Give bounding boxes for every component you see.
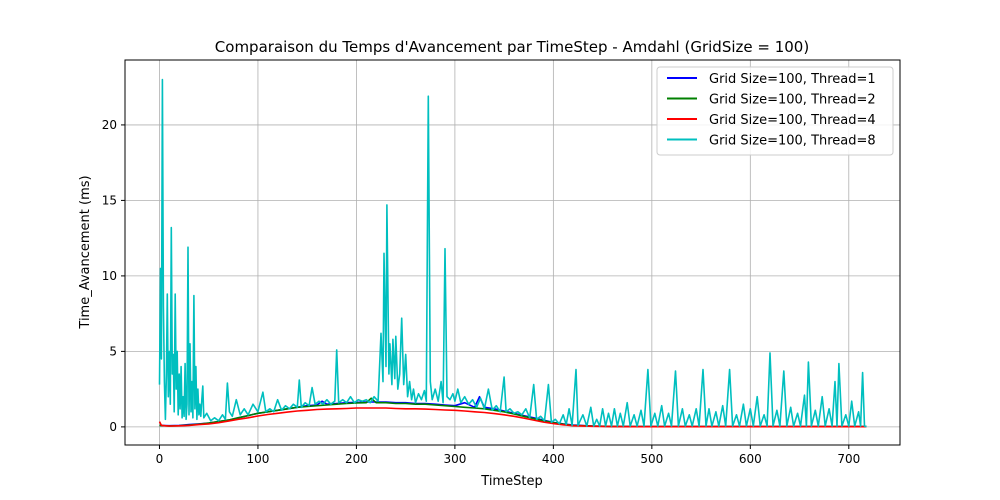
x-tick-label: 600 [739, 452, 762, 466]
axes-frame [124, 59, 901, 446]
y-tick-label: 0 [109, 420, 117, 434]
x-axis-label: TimeStep [480, 474, 542, 489]
legend-label: Grid Size=100, Thread=2 [709, 93, 876, 108]
y-tick-label: 10 [102, 269, 117, 283]
chart-title: Comparaison du Temps d'Avancement par Ti… [215, 38, 809, 56]
legend-label: Grid Size=100, Thread=4 [709, 113, 876, 128]
y-tick-label: 15 [102, 193, 117, 207]
series-line-thread-4 [158, 407, 867, 428]
y-tick-label: 5 [109, 344, 117, 358]
y-axis-label: Time_Avancement (ms) [78, 175, 93, 329]
legend-entries: Grid Size=100, Thread=1 Grid Size=100, Th… [667, 72, 876, 149]
y-axis-ticks: 0 5 10 15 20 [102, 118, 125, 434]
x-axis-ticks: 0 100 200 300 400 500 600 700 [156, 445, 860, 466]
x-tick-label: 500 [640, 452, 663, 466]
x-tick-label: 700 [837, 452, 860, 466]
y-tick-label: 20 [102, 118, 117, 132]
x-tick-label: 400 [542, 452, 565, 466]
series-line-thread-8 [158, 78, 867, 428]
legend-label: Grid Size=100, Thread=1 [709, 72, 876, 87]
x-tick-label: 0 [156, 452, 164, 466]
x-tick-label: 200 [345, 452, 368, 466]
x-tick-label: 300 [443, 452, 466, 466]
legend-label: Grid Size=100, Thread=8 [709, 134, 876, 149]
plot-lines [158, 78, 867, 428]
legend-box [656, 66, 894, 156]
x-tick-label: 100 [246, 452, 269, 466]
legend: Grid Size=100, Thread=1 Grid Size=100, Th… [656, 66, 894, 156]
